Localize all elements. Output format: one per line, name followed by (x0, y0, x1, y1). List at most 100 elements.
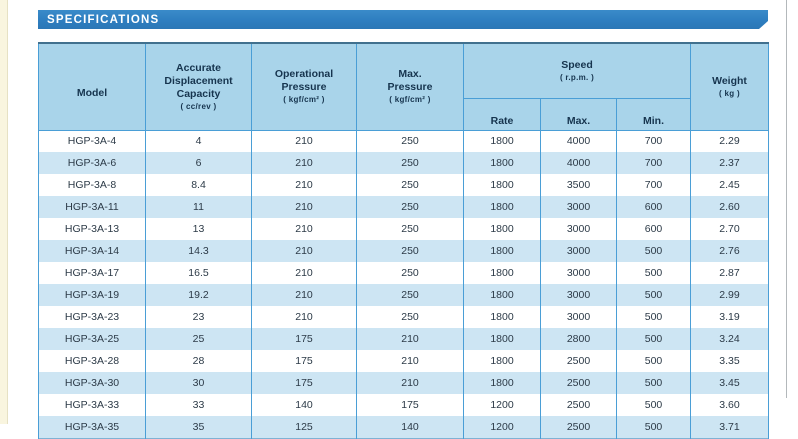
weight-cell: 3.60 (690, 394, 769, 417)
speed-rate-cell: 1800 (463, 284, 541, 307)
table-row: HGP-3A-25 25 175 210 1800 2800 500 3.24 (38, 328, 769, 351)
weight-cell: 2.99 (690, 284, 769, 307)
operational-pressure-cell: 175 (251, 350, 357, 373)
max-pressure-cell: 250 (356, 130, 464, 153)
operational-pressure-cell: 210 (251, 284, 357, 307)
speed-max-cell: 3000 (540, 196, 617, 219)
max-pressure-cell: 250 (356, 262, 464, 285)
speed-min-cell: 600 (616, 196, 691, 219)
speed-rate-cell: 1800 (463, 152, 541, 175)
operational-pressure-cell: 210 (251, 196, 357, 219)
speed-min-cell: 500 (616, 416, 691, 439)
model-cell: HGP-3A-13 (38, 218, 146, 241)
header-speed-min: Min. (616, 98, 691, 131)
page-right-edge-line (786, 0, 787, 398)
table-row: HGP-3A-23 23 210 250 1800 3000 500 3.19 (38, 306, 769, 329)
header-model: Model (38, 43, 146, 131)
operational-pressure-cell: 175 (251, 328, 357, 351)
operational-pressure-cell: 140 (251, 394, 357, 417)
speed-max-cell: 2500 (540, 416, 617, 439)
table-row: HGP-3A-8 8.4 210 250 1800 3500 700 2.45 (38, 174, 769, 197)
speed-rate-cell: 1800 (463, 240, 541, 263)
capacity-cell: 16.5 (145, 262, 252, 285)
model-cell: HGP-3A-30 (38, 372, 146, 395)
max-pressure-cell: 250 (356, 306, 464, 329)
capacity-cell: 25 (145, 328, 252, 351)
header-capacity-label: Accurate Displacement Capacity (164, 61, 233, 100)
model-cell: HGP-3A-17 (38, 262, 146, 285)
operational-pressure-cell: 210 (251, 306, 357, 329)
weight-cell: 2.29 (690, 130, 769, 153)
max-pressure-cell: 250 (356, 196, 464, 219)
header-weight-unit: ( kg ) (719, 88, 740, 98)
header-operational-pressure: Operational Pressure ( kgf/cm² ) (251, 43, 357, 131)
header-speed-rate: Rate (463, 98, 541, 131)
specifications-banner: SPECIFICATIONS (38, 10, 768, 29)
operational-pressure-cell: 210 (251, 174, 357, 197)
header-operational-pressure-unit: ( kgf/cm² ) (283, 95, 325, 105)
table-row: HGP-3A-19 19.2 210 250 1800 3000 500 2.99 (38, 284, 769, 307)
max-pressure-cell: 175 (356, 394, 464, 417)
operational-pressure-cell: 210 (251, 240, 357, 263)
speed-max-cell: 3000 (540, 218, 617, 241)
speed-max-cell: 2500 (540, 394, 617, 417)
speed-max-cell: 2800 (540, 328, 617, 351)
max-pressure-cell: 210 (356, 328, 464, 351)
weight-cell: 2.87 (690, 262, 769, 285)
operational-pressure-cell: 210 (251, 152, 357, 175)
weight-cell: 2.60 (690, 196, 769, 219)
speed-max-cell: 2500 (540, 372, 617, 395)
header-capacity: Accurate Displacement Capacity ( cc/rev … (145, 43, 252, 131)
operational-pressure-cell: 125 (251, 416, 357, 439)
model-cell: HGP-3A-8 (38, 174, 146, 197)
model-cell: HGP-3A-23 (38, 306, 146, 329)
capacity-cell: 35 (145, 416, 252, 439)
speed-rate-cell: 1800 (463, 218, 541, 241)
speed-max-cell: 3000 (540, 284, 617, 307)
operational-pressure-cell: 210 (251, 218, 357, 241)
page-left-edge-strip (0, 0, 8, 424)
weight-cell: 3.71 (690, 416, 769, 439)
speed-rate-cell: 1200 (463, 394, 541, 417)
capacity-cell: 19.2 (145, 284, 252, 307)
weight-cell: 2.45 (690, 174, 769, 197)
header-speed-group: Speed ( r.p.m. ) (463, 43, 691, 100)
max-pressure-cell: 210 (356, 372, 464, 395)
header-weight: Weight ( kg ) (690, 43, 769, 131)
speed-max-cell: 4000 (540, 152, 617, 175)
page-title: SPECIFICATIONS (47, 13, 160, 26)
capacity-cell: 33 (145, 394, 252, 417)
weight-cell: 2.37 (690, 152, 769, 175)
table-row: HGP-3A-33 33 140 175 1200 2500 500 3.60 (38, 394, 769, 417)
header-speed-unit: ( r.p.m. ) (559, 73, 595, 83)
operational-pressure-cell: 175 (251, 372, 357, 395)
capacity-cell: 8.4 (145, 174, 252, 197)
header-max-pressure-label: Max. Pressure (387, 68, 433, 94)
speed-min-cell: 500 (616, 240, 691, 263)
capacity-cell: 28 (145, 350, 252, 373)
table-row: HGP-3A-6 6 210 250 1800 4000 700 2.37 (38, 152, 769, 175)
model-cell: HGP-3A-35 (38, 416, 146, 439)
speed-min-cell: 500 (616, 372, 691, 395)
header-speed-max-label: Max. (566, 114, 591, 127)
speed-rate-cell: 1800 (463, 328, 541, 351)
speed-max-cell: 4000 (540, 130, 617, 153)
table-header: Model Accurate Displacement Capacity ( c… (38, 43, 769, 131)
speed-rate-cell: 1800 (463, 372, 541, 395)
model-cell: HGP-3A-19 (38, 284, 146, 307)
capacity-cell: 6 (145, 152, 252, 175)
header-speed-rate-label: Rate (490, 114, 514, 127)
header-speed-max: Max. (540, 98, 617, 131)
weight-cell: 2.76 (690, 240, 769, 263)
table-row: HGP-3A-35 35 125 140 1200 2500 500 3.71 (38, 416, 769, 439)
model-cell: HGP-3A-28 (38, 350, 146, 373)
header-max-pressure: Max. Pressure ( kgf/cm² ) (356, 43, 464, 131)
speed-min-cell: 500 (616, 284, 691, 307)
speed-min-cell: 700 (616, 130, 691, 153)
max-pressure-cell: 250 (356, 152, 464, 175)
operational-pressure-cell: 210 (251, 130, 357, 153)
table-row: HGP-3A-4 4 210 250 1800 4000 700 2.29 (38, 130, 769, 153)
model-cell: HGP-3A-14 (38, 240, 146, 263)
speed-min-cell: 500 (616, 328, 691, 351)
header-speed-label: Speed (561, 59, 593, 72)
